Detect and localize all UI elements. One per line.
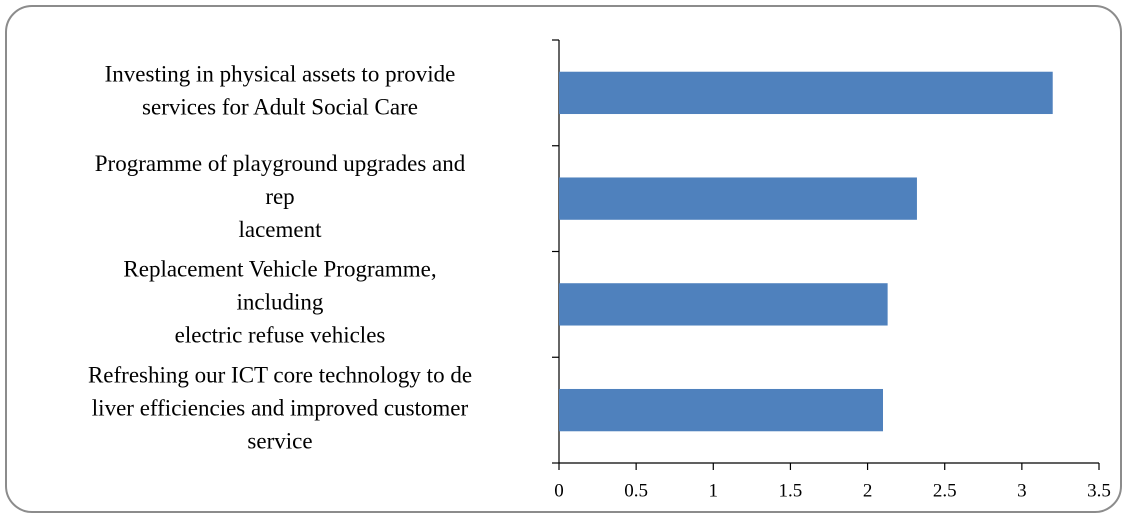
x-tick-label: 2 — [863, 480, 873, 501]
bar — [559, 388, 883, 432]
x-tick-label: 1 — [709, 480, 719, 501]
bar — [559, 283, 888, 326]
x-tick-label: 3.5 — [1087, 480, 1111, 501]
y-tick-label: service — [247, 428, 312, 453]
y-tick-label: lacement — [238, 217, 322, 242]
y-tick-label: Programme of playground upgrades and — [95, 151, 466, 176]
y-tick-label: electric refuse vehicles — [175, 323, 386, 348]
bar — [559, 177, 917, 220]
x-tick-label: 0.5 — [624, 480, 648, 501]
y-tick-label: including — [237, 290, 324, 315]
chart-frame — [5, 5, 1122, 513]
x-tick-label: 1.5 — [779, 480, 803, 501]
y-tick-label: Investing in physical assets to provide — [105, 62, 456, 87]
y-tick-label: Replacement Vehicle Programme, — [123, 257, 436, 282]
y-tick-label: Refreshing our ICT core technology to de — [88, 362, 472, 387]
bar — [559, 71, 1053, 115]
x-tick-label: 2.5 — [933, 480, 957, 501]
y-tick-label: rep — [265, 184, 294, 209]
y-tick-label: liver efficiencies and improved customer — [92, 395, 469, 420]
x-tick-label: 0 — [554, 480, 564, 501]
y-tick-label: services for Adult Social Care — [142, 95, 418, 120]
x-tick-label: 3 — [1017, 480, 1027, 501]
